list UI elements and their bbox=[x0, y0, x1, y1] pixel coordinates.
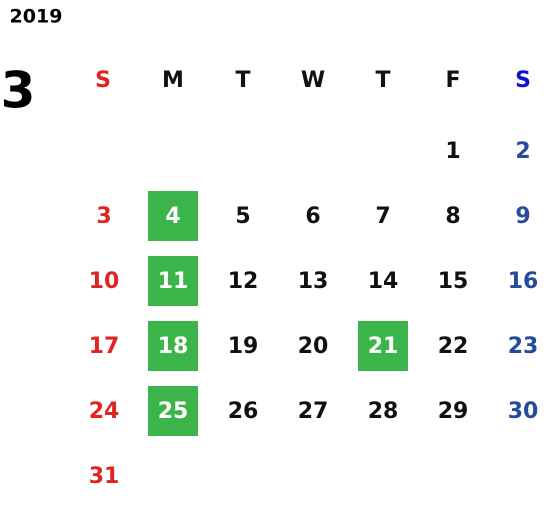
day-number: 3 bbox=[96, 204, 111, 229]
day-number: 17 bbox=[89, 334, 120, 359]
month: 3 bbox=[1, 62, 36, 120]
highlight-box bbox=[358, 321, 408, 371]
day-number: 24 bbox=[89, 399, 120, 424]
day-number: 16 bbox=[508, 269, 539, 294]
day-number: 21 bbox=[368, 334, 399, 359]
day-number: 15 bbox=[438, 269, 469, 294]
day-number: 1 bbox=[445, 139, 460, 164]
day-number: 20 bbox=[298, 334, 329, 359]
weekday-label: T bbox=[375, 68, 390, 93]
weekday-label: F bbox=[445, 68, 460, 93]
day-number: 27 bbox=[298, 399, 329, 424]
highlight-box bbox=[148, 386, 198, 436]
day-number: 13 bbox=[298, 269, 329, 294]
day-number: 6 bbox=[305, 204, 320, 229]
weekday-label: S bbox=[515, 68, 531, 93]
highlight-box bbox=[148, 191, 198, 241]
day-number: 23 bbox=[508, 334, 539, 359]
day-number: 9 bbox=[515, 204, 530, 229]
day-number: 18 bbox=[158, 334, 189, 359]
weekday-label: W bbox=[301, 68, 325, 93]
day-number: 12 bbox=[228, 269, 259, 294]
day-number: 7 bbox=[375, 204, 390, 229]
day-number: 26 bbox=[228, 399, 259, 424]
weekday-label: S bbox=[95, 68, 111, 93]
day-number: 5 bbox=[235, 204, 250, 229]
day-number: 10 bbox=[89, 269, 120, 294]
day-number: 11 bbox=[158, 269, 189, 294]
day-number: 30 bbox=[508, 399, 539, 424]
day-number: 14 bbox=[368, 269, 399, 294]
day-number: 25 bbox=[158, 399, 189, 424]
weekday-label: T bbox=[235, 68, 250, 93]
day-number: 31 bbox=[89, 464, 120, 489]
highlight-box bbox=[148, 321, 198, 371]
day-number: 29 bbox=[438, 399, 469, 424]
day-number: 19 bbox=[228, 334, 259, 359]
day-number: 8 bbox=[445, 204, 460, 229]
year: 2019 bbox=[10, 6, 63, 28]
day-number: 2 bbox=[515, 139, 530, 164]
day-number: 4 bbox=[165, 204, 180, 229]
weekday-label: M bbox=[162, 68, 184, 93]
day-number: 22 bbox=[438, 334, 469, 359]
highlight-box bbox=[148, 256, 198, 306]
day-number: 28 bbox=[368, 399, 399, 424]
